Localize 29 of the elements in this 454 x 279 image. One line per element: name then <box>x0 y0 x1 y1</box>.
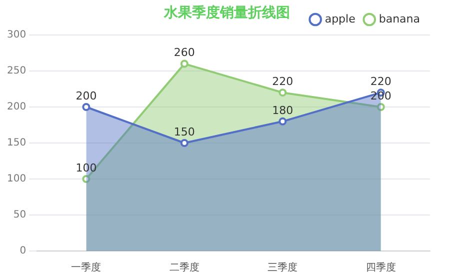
x-tick-label: 四季度 <box>366 262 396 274</box>
data-label: 220 <box>272 74 294 88</box>
y-tick-label: 150 <box>6 138 26 149</box>
point <box>278 117 287 126</box>
point <box>278 88 287 97</box>
legend-label: apple <box>324 12 356 26</box>
point <box>180 139 188 147</box>
data-label: 200 <box>76 89 97 102</box>
legend-label: banana <box>378 12 420 26</box>
data-label: 200 <box>370 89 392 102</box>
x-tick-label: 二季度 <box>169 262 200 274</box>
data-label: 260 <box>174 46 195 60</box>
x-tick-label: 一季度 <box>71 262 102 274</box>
y-tick-label: 300 <box>6 30 26 41</box>
y-tick-label: 250 <box>6 66 26 77</box>
y-tick-label: 200 <box>6 102 26 113</box>
data-label: 180 <box>272 104 294 117</box>
y-tick-label: 50 <box>13 210 26 221</box>
point <box>82 103 90 111</box>
point <box>376 103 385 111</box>
data-label: 100 <box>76 161 97 174</box>
point <box>82 175 90 183</box>
y-tick-label: 100 <box>6 174 26 185</box>
point <box>180 60 188 68</box>
x-tick-label: 三季度 <box>268 262 298 274</box>
y-tick-label: 0 <box>20 246 26 257</box>
data-label: 220 <box>370 74 392 88</box>
data-label: 150 <box>174 125 195 138</box>
chart-title: 水果季度销量折线图 <box>164 5 290 21</box>
